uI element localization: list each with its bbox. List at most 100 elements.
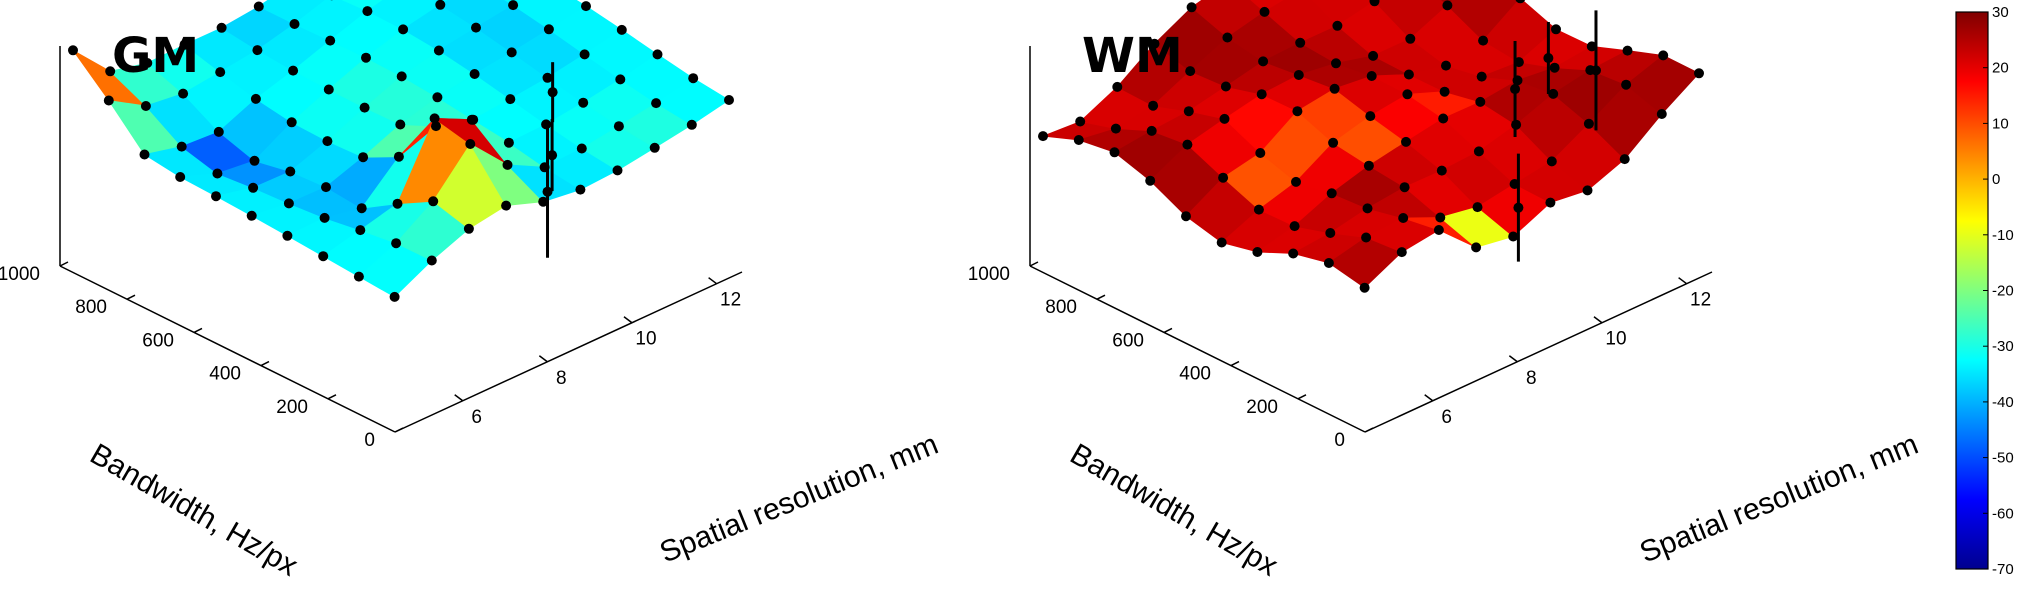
x-tick-label: 6: [1441, 407, 1452, 428]
data-point-marker: [322, 136, 333, 147]
data-point-marker: [1366, 71, 1377, 81]
data-point-marker: [1038, 131, 1048, 142]
data-point-marker: [465, 139, 476, 149]
data-point-marker: [1583, 118, 1594, 129]
colorbar-tick-label: -60: [1992, 505, 2014, 522]
x-tick: [1678, 277, 1688, 285]
y-tick: [126, 294, 136, 300]
error-bar-marker: [1543, 53, 1554, 64]
data-point-marker: [649, 142, 660, 153]
data-point-marker: [1331, 58, 1341, 69]
y-tick: [1297, 394, 1307, 400]
wm-tick-labels: 6 8 10 12 0 200 400 600 800 1000: [968, 264, 1711, 451]
data-point-marker: [1546, 156, 1557, 167]
colorbar-tick-label: -50: [1992, 450, 2014, 467]
data-point-marker: [1619, 154, 1630, 165]
data-point-marker: [1694, 68, 1704, 79]
data-point-marker: [139, 149, 150, 160]
data-point-marker: [325, 35, 336, 46]
data-point-marker: [1110, 123, 1121, 134]
data-point-marker: [1475, 96, 1486, 107]
data-point-marker: [1622, 45, 1633, 56]
x-tick: [1508, 355, 1518, 363]
data-point-marker: [1472, 202, 1483, 213]
data-point-marker: [1362, 203, 1373, 214]
y-tick-label: 600: [1112, 330, 1144, 351]
data-point-marker: [285, 166, 296, 177]
data-point-marker: [178, 88, 189, 99]
data-point-marker: [1186, 2, 1197, 13]
data-point-marker: [1145, 175, 1156, 186]
data-point-marker: [1216, 237, 1227, 248]
data-point-marker: [321, 182, 331, 193]
data-point-marker: [1252, 247, 1263, 257]
data-point-marker: [1288, 248, 1299, 259]
data-point-marker: [1551, 24, 1561, 35]
data-point-marker: [542, 72, 553, 83]
data-point-marker: [435, 0, 446, 10]
data-point-marker: [1183, 106, 1194, 117]
colorbar-gradient: [1955, 11, 1989, 570]
wm-axes: [1029, 46, 1713, 433]
data-point-marker: [252, 45, 263, 56]
y-tick-label: 400: [209, 364, 241, 385]
data-point-marker: [389, 291, 400, 302]
x-tick: [538, 355, 548, 363]
data-point-marker: [1291, 176, 1301, 187]
data-point-marker: [1326, 188, 1337, 199]
data-point-marker: [1435, 212, 1446, 223]
data-point-marker: [1401, 136, 1411, 147]
y-tick-label: 0: [1334, 430, 1345, 451]
data-point-marker: [393, 151, 404, 162]
colorbar-tick-label: -70: [1992, 561, 2014, 578]
y-tick: [1096, 294, 1106, 300]
data-point-marker: [616, 24, 627, 35]
colorbar-tick-label: -30: [1992, 338, 2014, 355]
data-point-marker: [1259, 6, 1270, 17]
data-point-marker: [1332, 20, 1343, 31]
data-point-marker: [282, 230, 293, 241]
data-point-marker: [361, 52, 371, 63]
error-bar-marker: [547, 87, 558, 98]
data-point-marker: [502, 159, 513, 170]
data-point-marker: [1403, 69, 1414, 80]
y-tick: [1029, 261, 1039, 267]
data-point-marker: [1399, 182, 1410, 193]
x-tick-label: 12: [720, 290, 741, 311]
x-tick: [623, 316, 633, 324]
y-tick-label: 200: [1246, 397, 1278, 418]
x-tick-label: 6: [471, 407, 482, 428]
data-point-marker: [501, 200, 512, 211]
error-bar-marker: [542, 186, 553, 197]
data-point-marker: [1442, 0, 1453, 11]
data-point-marker: [1222, 32, 1233, 43]
data-point-marker: [1256, 89, 1267, 100]
data-point-marker: [1185, 66, 1196, 77]
x-tick-label: 8: [556, 368, 567, 389]
data-point-marker: [1255, 148, 1266, 158]
data-point-marker: [1218, 172, 1229, 183]
data-point-marker: [1441, 60, 1451, 71]
error-bar-marker: [1510, 84, 1521, 95]
colorbar-tick-label: -10: [1992, 227, 2014, 244]
data-point-marker: [179, 39, 190, 50]
data-point-marker: [215, 67, 226, 78]
surface-patch: [1250, 0, 1286, 13]
x-tick: [454, 394, 464, 402]
data-point-marker: [581, 1, 591, 12]
data-point-marker: [578, 97, 589, 108]
y-tick: [193, 327, 203, 334]
data-point-marker: [503, 137, 514, 148]
data-point-marker: [246, 210, 257, 221]
data-point-marker: [1471, 242, 1482, 253]
data-point-marker: [253, 1, 264, 12]
x-tick: [1424, 394, 1434, 402]
data-point-marker: [142, 58, 153, 68]
wm-markers: [1038, 0, 1704, 293]
data-point-marker: [539, 162, 550, 173]
data-point-marker: [216, 22, 227, 33]
data-point-marker: [538, 196, 549, 207]
data-point-marker: [426, 255, 437, 266]
data-point-marker: [1323, 258, 1334, 268]
